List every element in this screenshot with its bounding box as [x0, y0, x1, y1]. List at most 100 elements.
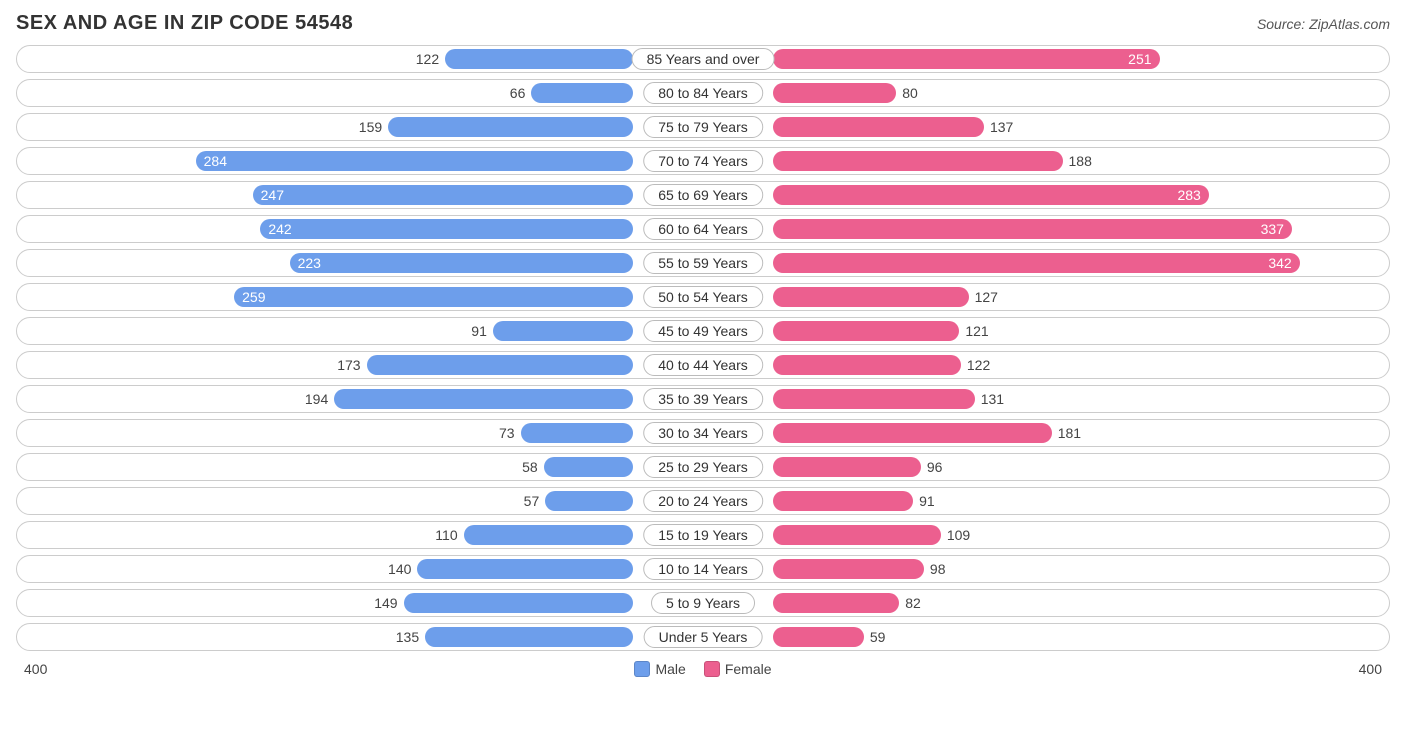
legend-item-male: Male: [634, 661, 685, 677]
male-value: 122: [416, 51, 439, 67]
age-category-label: 45 to 49 Years: [643, 320, 763, 342]
female-value: 109: [947, 527, 970, 543]
pyramid-row: 9112145 to 49 Years: [16, 317, 1390, 345]
male-bar: [388, 117, 633, 137]
header: SEX AND AGE IN ZIP CODE 54548 Source: Zi…: [16, 8, 1390, 45]
female-value: 80: [902, 85, 918, 101]
female-bar: 251: [773, 49, 1160, 69]
pyramid-row: 57 91 20 to 24 Years: [16, 487, 1390, 515]
age-category-label: 60 to 64 Years: [643, 218, 763, 240]
age-category-label: Under 5 Years: [644, 626, 763, 648]
female-bar: 342: [773, 253, 1300, 273]
male-value: 57: [524, 493, 540, 509]
male-value: 242: [268, 221, 291, 237]
male-value: 73: [499, 425, 515, 441]
axis-max-right: 400: [1359, 661, 1382, 677]
male-bar: 259: [234, 287, 633, 307]
female-bar: [773, 491, 913, 511]
female-bar: [773, 83, 896, 103]
male-value: 140: [388, 561, 411, 577]
population-pyramid-chart: 122 251 85 Years and over 66 80 80 to 84 Year…: [16, 45, 1390, 651]
pyramid-row: 122 251 85 Years and over: [16, 45, 1390, 73]
pyramid-row: 223 342 55 to 59 Years: [16, 249, 1390, 277]
legend-item-female: Female: [704, 661, 772, 677]
female-value: 283: [1177, 187, 1200, 203]
male-value: 194: [305, 391, 328, 407]
female-value: 82: [905, 595, 921, 611]
pyramid-row: 242 337 60 to 64 Years: [16, 215, 1390, 243]
female-value: 127: [975, 289, 998, 305]
pyramid-row: 259 127 50 to 54 Years: [16, 283, 1390, 311]
age-category-label: 30 to 34 Years: [643, 422, 763, 444]
age-category-label: 15 to 19 Years: [643, 524, 763, 546]
axis-max-left: 400: [24, 661, 47, 677]
male-bar: 247: [253, 185, 633, 205]
age-category-label: 75 to 79 Years: [643, 116, 763, 138]
source-attribution: Source: ZipAtlas.com: [1257, 16, 1390, 32]
female-value: 337: [1261, 221, 1284, 237]
female-bar: 283: [773, 185, 1209, 205]
male-bar: [334, 389, 633, 409]
female-value: 188: [1069, 153, 1092, 169]
female-value: 96: [927, 459, 943, 475]
pyramid-row: 11010915 to 19 Years: [16, 521, 1390, 549]
age-category-label: 85 Years and over: [632, 48, 775, 70]
female-bar: [773, 287, 969, 307]
male-bar: [425, 627, 633, 647]
female-value: 91: [919, 493, 935, 509]
female-value: 137: [990, 119, 1013, 135]
chart-title: SEX AND AGE IN ZIP CODE 54548: [16, 12, 353, 35]
female-bar: [773, 423, 1052, 443]
pyramid-row: 173 122 40 to 44 Years: [16, 351, 1390, 379]
pyramid-row: 159 137 75 to 79 Years: [16, 113, 1390, 141]
pyramid-row: 66 80 80 to 84 Years: [16, 79, 1390, 107]
age-category-label: 65 to 69 Years: [643, 184, 763, 206]
male-value: 58: [522, 459, 538, 475]
chart-footer: 400 Male Female 400: [16, 657, 1390, 677]
female-bar: [773, 627, 864, 647]
male-value: 91: [471, 323, 487, 339]
male-swatch-icon: [634, 661, 650, 677]
male-bar: [545, 491, 633, 511]
female-bar: [773, 321, 959, 341]
male-value: 284: [204, 153, 227, 169]
female-bar: [773, 457, 921, 477]
female-bar: [773, 117, 984, 137]
female-bar: [773, 525, 941, 545]
male-value: 173: [337, 357, 360, 373]
age-category-label: 50 to 54 Years: [643, 286, 763, 308]
female-value: 251: [1128, 51, 1151, 67]
female-value: 98: [930, 561, 946, 577]
male-bar: [404, 593, 633, 613]
male-value: 159: [359, 119, 382, 135]
age-category-label: 55 to 59 Years: [643, 252, 763, 274]
age-category-label: 40 to 44 Years: [643, 354, 763, 376]
age-category-label: 70 to 74 Years: [643, 150, 763, 172]
female-value: 342: [1268, 255, 1291, 271]
female-value: 122: [967, 357, 990, 373]
legend: Male Female: [634, 661, 771, 677]
male-bar: 223: [290, 253, 633, 273]
male-bar: [521, 423, 633, 443]
female-swatch-icon: [704, 661, 720, 677]
pyramid-row: 13559Under 5 Years: [16, 623, 1390, 651]
female-bar: [773, 559, 924, 579]
male-value: 66: [510, 85, 526, 101]
male-bar: [531, 83, 633, 103]
age-category-label: 5 to 9 Years: [651, 592, 755, 614]
pyramid-row: 140 98 10 to 14 Years: [16, 555, 1390, 583]
male-bar: [445, 49, 633, 69]
age-category-label: 80 to 84 Years: [643, 82, 763, 104]
female-bar: [773, 355, 961, 375]
female-value: 131: [981, 391, 1004, 407]
age-category-label: 35 to 39 Years: [643, 388, 763, 410]
age-category-label: 20 to 24 Years: [643, 490, 763, 512]
age-category-label: 10 to 14 Years: [643, 558, 763, 580]
pyramid-row: 284 188 70 to 74 Years: [16, 147, 1390, 175]
pyramid-row: 7318130 to 34 Years: [16, 419, 1390, 447]
male-bar: 242: [260, 219, 633, 239]
male-bar: [464, 525, 633, 545]
male-bar: [544, 457, 633, 477]
male-value: 247: [261, 187, 284, 203]
male-bar: [493, 321, 633, 341]
